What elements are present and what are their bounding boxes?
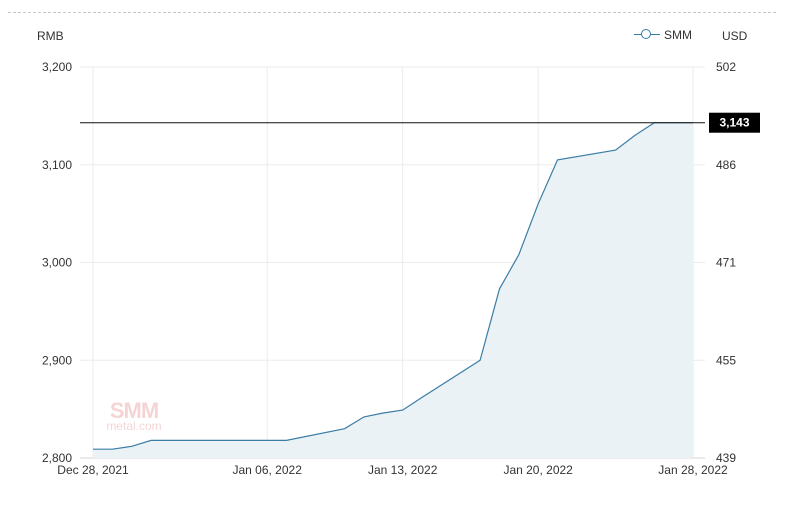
y-right-tick-label: 502	[716, 60, 736, 74]
legend-label: SMM	[664, 28, 692, 42]
left-axis-unit: RMB	[37, 29, 64, 43]
legend[interactable]: SMM	[634, 27, 692, 43]
y-right-tick-label: 439	[716, 451, 736, 465]
top-divider	[8, 12, 776, 13]
right-axis-unit: USD	[722, 29, 748, 43]
x-tick-label: Jan 28, 2022	[658, 463, 728, 477]
series-line	[93, 122, 693, 450]
x-tick-label: Jan 13, 2022	[368, 463, 438, 477]
y-left-tick-label: 2,800	[42, 451, 72, 465]
y-right-tick-label: 455	[716, 353, 736, 367]
current-value-badge	[709, 112, 760, 133]
series-area-fill	[93, 122, 693, 458]
legend-marker-icon	[634, 27, 660, 43]
y-left-tick-label: 3,100	[42, 158, 72, 172]
y-right-tick-label: 486	[716, 158, 736, 172]
current-value-label: 3,143	[719, 116, 749, 130]
y-right-tick-label: 471	[716, 256, 736, 270]
x-tick-label: Jan 06, 2022	[232, 463, 302, 477]
y-left-tick-label: 3,000	[42, 256, 72, 270]
y-left-tick-label: 2,900	[42, 353, 72, 367]
x-tick-label: Jan 20, 2022	[503, 463, 573, 477]
y-left-tick-label: 3,200	[42, 60, 72, 74]
x-tick-label: Dec 28, 2021	[57, 463, 129, 477]
